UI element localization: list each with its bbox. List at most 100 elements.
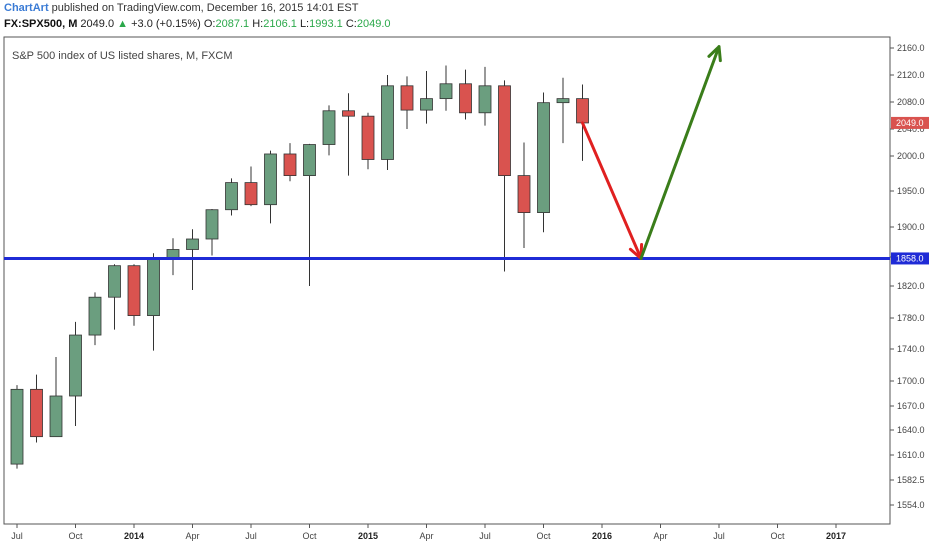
time-tick-label: Apr [419,531,433,541]
candle-2013-09 [49,357,63,438]
high-value: 2106.1 [263,18,297,30]
low-value: 1993.1 [309,18,343,30]
candle-body [400,85,414,111]
candle-2014-09 [283,143,297,182]
candle-body [322,110,336,145]
last-price: 2049.0 [80,18,115,30]
up-arrow-head [707,45,722,63]
high-label: H: [252,18,264,30]
candle-body [127,265,141,317]
candle-2013-11 [88,292,102,346]
candle-body [30,388,43,438]
time-tick-label: 2016 [592,531,612,541]
candle-body [205,209,219,240]
candle-body [69,334,82,397]
price-tick-label: 1740.0 [897,344,925,354]
time-tick-label: 2017 [826,531,846,541]
candle-body [459,83,472,114]
chart-title: S&P 500 index of US listed shares, M, FX… [12,50,233,62]
time-tick-label: Oct [302,531,317,541]
price-change: +3.0 (+0.15%) [131,18,201,30]
brand-link[interactable]: ChartArt [4,2,49,14]
price-tick-label: 1582.5 [897,475,925,485]
price-tick-label: 1640.0 [897,425,925,435]
candle-2015-02 [381,75,394,170]
candle-2015-01 [361,112,375,170]
candle-body [244,182,258,206]
candle-2013-10 [69,321,82,426]
price-tick-label: 1700.0 [897,376,925,386]
price-tick-label: 2120.0 [897,70,925,80]
candle-2015-07 [478,66,492,126]
price-axis[interactable]: 1554.0 1582.5 1610.0 1640.0 1670.0 1700.0 1740… [890,43,925,510]
time-tick-label: Jul [11,531,23,541]
up-arrow-shaft [639,45,721,260]
candle-2014-05 [205,209,219,256]
price-tick-label: 2000.0 [897,151,925,161]
time-tick-label: Oct [770,531,785,541]
candle-2015-11 [556,77,570,144]
time-axis[interactable]: Jul Oct 2014 Apr Jul Oct 2015 Apr Jul Oct 2016 Apr J… [11,524,846,541]
time-tick-label: Jul [713,531,725,541]
price-tick-label: 2160.0 [897,43,925,53]
candle-body [225,182,238,211]
candle-body [303,144,316,176]
candle-body [381,85,394,160]
symbol-label[interactable]: FX:SPX500, M [4,18,78,30]
up-arrow [639,45,722,260]
candle-2014-12 [342,93,355,176]
publish-line: ChartArt published on TradingView.com, D… [4,2,358,15]
candle-body [283,153,297,177]
close-label: C: [345,18,357,30]
low-label: L: [299,18,310,30]
time-tick-label: Oct [68,531,83,541]
candles-group [10,65,589,469]
candle-body [537,102,550,214]
candle-body [108,265,121,298]
open-value: 2087.1 [215,18,250,30]
time-tick-label: Jul [245,531,257,541]
time-tick-label: Oct [536,531,551,541]
candle-2013-08 [30,374,43,443]
candle-2014-07 [244,166,258,207]
candle-body [361,115,375,160]
time-tick-label: Jul [479,531,491,541]
support-price-tag [891,252,929,265]
price-tick-label: 1554.0 [897,500,925,510]
price-tick-label: 1670.0 [897,401,925,411]
close-value: 2049.0 [356,18,391,30]
price-tick-label: 1820.0 [897,281,925,291]
candle-body [576,98,589,124]
last-price-tag-label: 2049.0 [896,118,924,128]
candle-2015-08 [498,80,511,272]
support-price-tag-label: 1858.0 [896,253,924,263]
candle-body [478,85,492,114]
open-label: O: [203,18,216,30]
candle-body [186,238,199,250]
candle-2014-08 [264,150,277,224]
candle-2014-11 [322,105,336,156]
candle-body [517,175,531,214]
price-tick-label: 1900.0 [897,222,925,232]
candle-2015-03 [400,76,414,129]
price-tick-label: 1950.0 [897,186,925,196]
price-tick-label: 2040.0 [897,124,925,134]
candle-2014-06 [225,178,238,216]
candle-2014-01 [127,264,141,326]
time-tick-label: 2014 [124,531,144,541]
candle-2015-04 [420,70,433,124]
candle-2013-12 [108,264,121,330]
time-tick-label: 2015 [358,531,378,541]
candle-body [147,258,160,317]
candle-2015-06 [459,69,472,120]
candle-2015-10 [537,92,550,233]
candle-2015-09 [517,142,531,248]
time-tick-label: Apr [185,531,199,541]
candle-body [264,153,277,206]
price-tick-label: 1780.0 [897,313,925,323]
candle-body [498,85,511,177]
candle-body [556,98,570,104]
candle-2014-02 [147,253,160,351]
price-tick-label: 1610.0 [897,450,925,460]
